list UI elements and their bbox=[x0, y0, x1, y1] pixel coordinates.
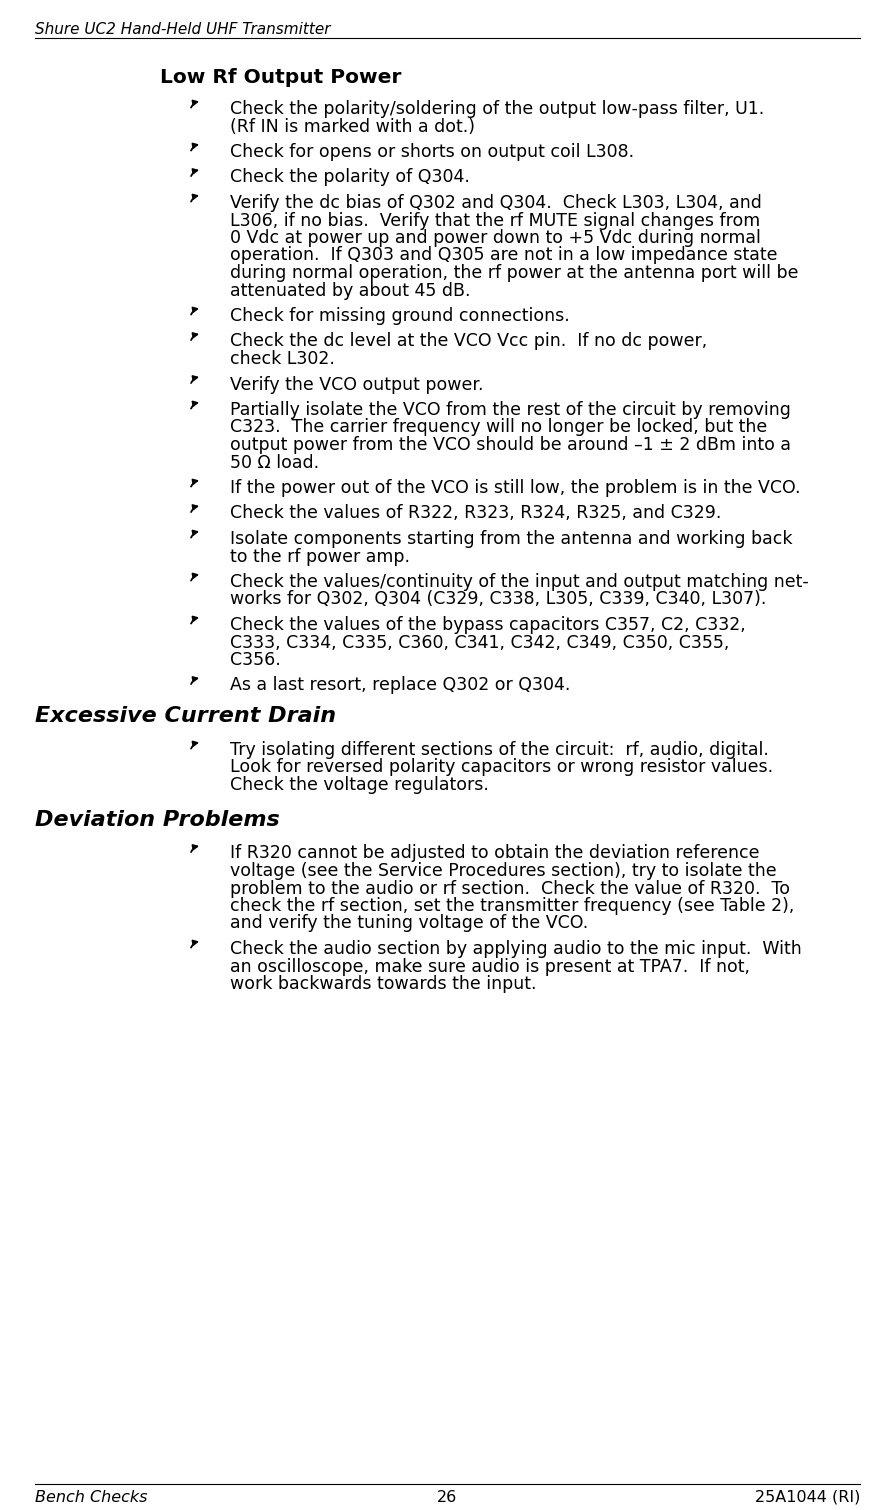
Text: Partially isolate the VCO from the rest of the circuit by removing: Partially isolate the VCO from the rest … bbox=[230, 402, 790, 418]
Text: 0 Vdc at power up and power down to +5 Vdc during normal: 0 Vdc at power up and power down to +5 V… bbox=[230, 230, 760, 248]
Text: Low Rf Output Power: Low Rf Output Power bbox=[160, 68, 401, 88]
Text: check L302.: check L302. bbox=[230, 350, 334, 368]
Text: Excessive Current Drain: Excessive Current Drain bbox=[35, 707, 336, 726]
Text: Bench Checks: Bench Checks bbox=[35, 1490, 148, 1505]
Text: (Rf IN is marked with a dot.): (Rf IN is marked with a dot.) bbox=[230, 118, 475, 136]
Text: an oscilloscope, make sure audio is present at TPA7.  If not,: an oscilloscope, make sure audio is pres… bbox=[230, 957, 749, 975]
Text: and verify the tuning voltage of the VCO.: and verify the tuning voltage of the VCO… bbox=[230, 915, 587, 933]
Text: Check the values of R322, R323, R324, R325, and C329.: Check the values of R322, R323, R324, R3… bbox=[230, 504, 721, 522]
Text: Verify the VCO output power.: Verify the VCO output power. bbox=[230, 376, 483, 394]
Text: during normal operation, the rf power at the antenna port will be: during normal operation, the rf power at… bbox=[230, 264, 797, 282]
Text: Look for reversed polarity capacitors or wrong resistor values.: Look for reversed polarity capacitors or… bbox=[230, 758, 772, 776]
Text: 50 Ω load.: 50 Ω load. bbox=[230, 453, 319, 471]
Text: Try isolating different sections of the circuit:  rf, audio, digital.: Try isolating different sections of the … bbox=[230, 741, 768, 760]
Text: works for Q302, Q304 (C329, C338, L305, C339, C340, L307).: works for Q302, Q304 (C329, C338, L305, … bbox=[230, 590, 765, 609]
Text: Check for opens or shorts on output coil L308.: Check for opens or shorts on output coil… bbox=[230, 143, 634, 162]
Text: 26: 26 bbox=[436, 1490, 457, 1505]
Text: Check the audio section by applying audio to the mic input.  With: Check the audio section by applying audi… bbox=[230, 941, 801, 957]
Text: If the power out of the VCO is still low, the problem is in the VCO.: If the power out of the VCO is still low… bbox=[230, 479, 799, 497]
Text: C323.  The carrier frequency will no longer be locked, but the: C323. The carrier frequency will no long… bbox=[230, 418, 766, 436]
Text: Check the dc level at the VCO Vcc pin.  If no dc power,: Check the dc level at the VCO Vcc pin. I… bbox=[230, 332, 706, 350]
Text: C356.: C356. bbox=[230, 651, 281, 669]
Text: If R320 cannot be adjusted to obtain the deviation reference: If R320 cannot be adjusted to obtain the… bbox=[230, 844, 759, 862]
Text: Check the voltage regulators.: Check the voltage regulators. bbox=[230, 776, 488, 794]
Text: As a last resort, replace Q302 or Q304.: As a last resort, replace Q302 or Q304. bbox=[230, 676, 569, 695]
Text: 25A1044 (RI): 25A1044 (RI) bbox=[754, 1490, 859, 1505]
Text: operation.  If Q303 and Q305 are not in a low impedance state: operation. If Q303 and Q305 are not in a… bbox=[230, 246, 777, 264]
Text: Verify the dc bias of Q302 and Q304.  Check L303, L304, and: Verify the dc bias of Q302 and Q304. Che… bbox=[230, 193, 761, 211]
Text: attenuated by about 45 dB.: attenuated by about 45 dB. bbox=[230, 281, 470, 299]
Text: Check the values of the bypass capacitors C357, C2, C332,: Check the values of the bypass capacitor… bbox=[230, 616, 745, 634]
Text: Isolate components starting from the antenna and working back: Isolate components starting from the ant… bbox=[230, 530, 791, 548]
Text: to the rf power amp.: to the rf power amp. bbox=[230, 548, 409, 566]
Text: check the rf section, set the transmitter frequency (see Table 2),: check the rf section, set the transmitte… bbox=[230, 897, 794, 915]
Text: Shure UC2 Hand-Held UHF Transmitter: Shure UC2 Hand-Held UHF Transmitter bbox=[35, 23, 330, 38]
Text: Check for missing ground connections.: Check for missing ground connections. bbox=[230, 307, 569, 325]
Text: C333, C334, C335, C360, C341, C342, C349, C350, C355,: C333, C334, C335, C360, C341, C342, C349… bbox=[230, 634, 729, 651]
Text: Check the values/continuity of the input and output matching net-: Check the values/continuity of the input… bbox=[230, 572, 808, 590]
Text: problem to the audio or rf section.  Check the value of R320.  To: problem to the audio or rf section. Chec… bbox=[230, 879, 789, 897]
Text: voltage (see the Service Procedures section), try to isolate the: voltage (see the Service Procedures sect… bbox=[230, 862, 776, 880]
Text: Deviation Problems: Deviation Problems bbox=[35, 809, 280, 829]
Text: output power from the VCO should be around –1 ± 2 dBm into a: output power from the VCO should be arou… bbox=[230, 436, 790, 455]
Text: Check the polarity/soldering of the output low-pass filter, U1.: Check the polarity/soldering of the outp… bbox=[230, 100, 763, 118]
Text: L306, if no bias.  Verify that the rf MUTE signal changes from: L306, if no bias. Verify that the rf MUT… bbox=[230, 211, 759, 230]
Text: work backwards towards the input.: work backwards towards the input. bbox=[230, 975, 536, 994]
Text: Check the polarity of Q304.: Check the polarity of Q304. bbox=[230, 169, 469, 187]
